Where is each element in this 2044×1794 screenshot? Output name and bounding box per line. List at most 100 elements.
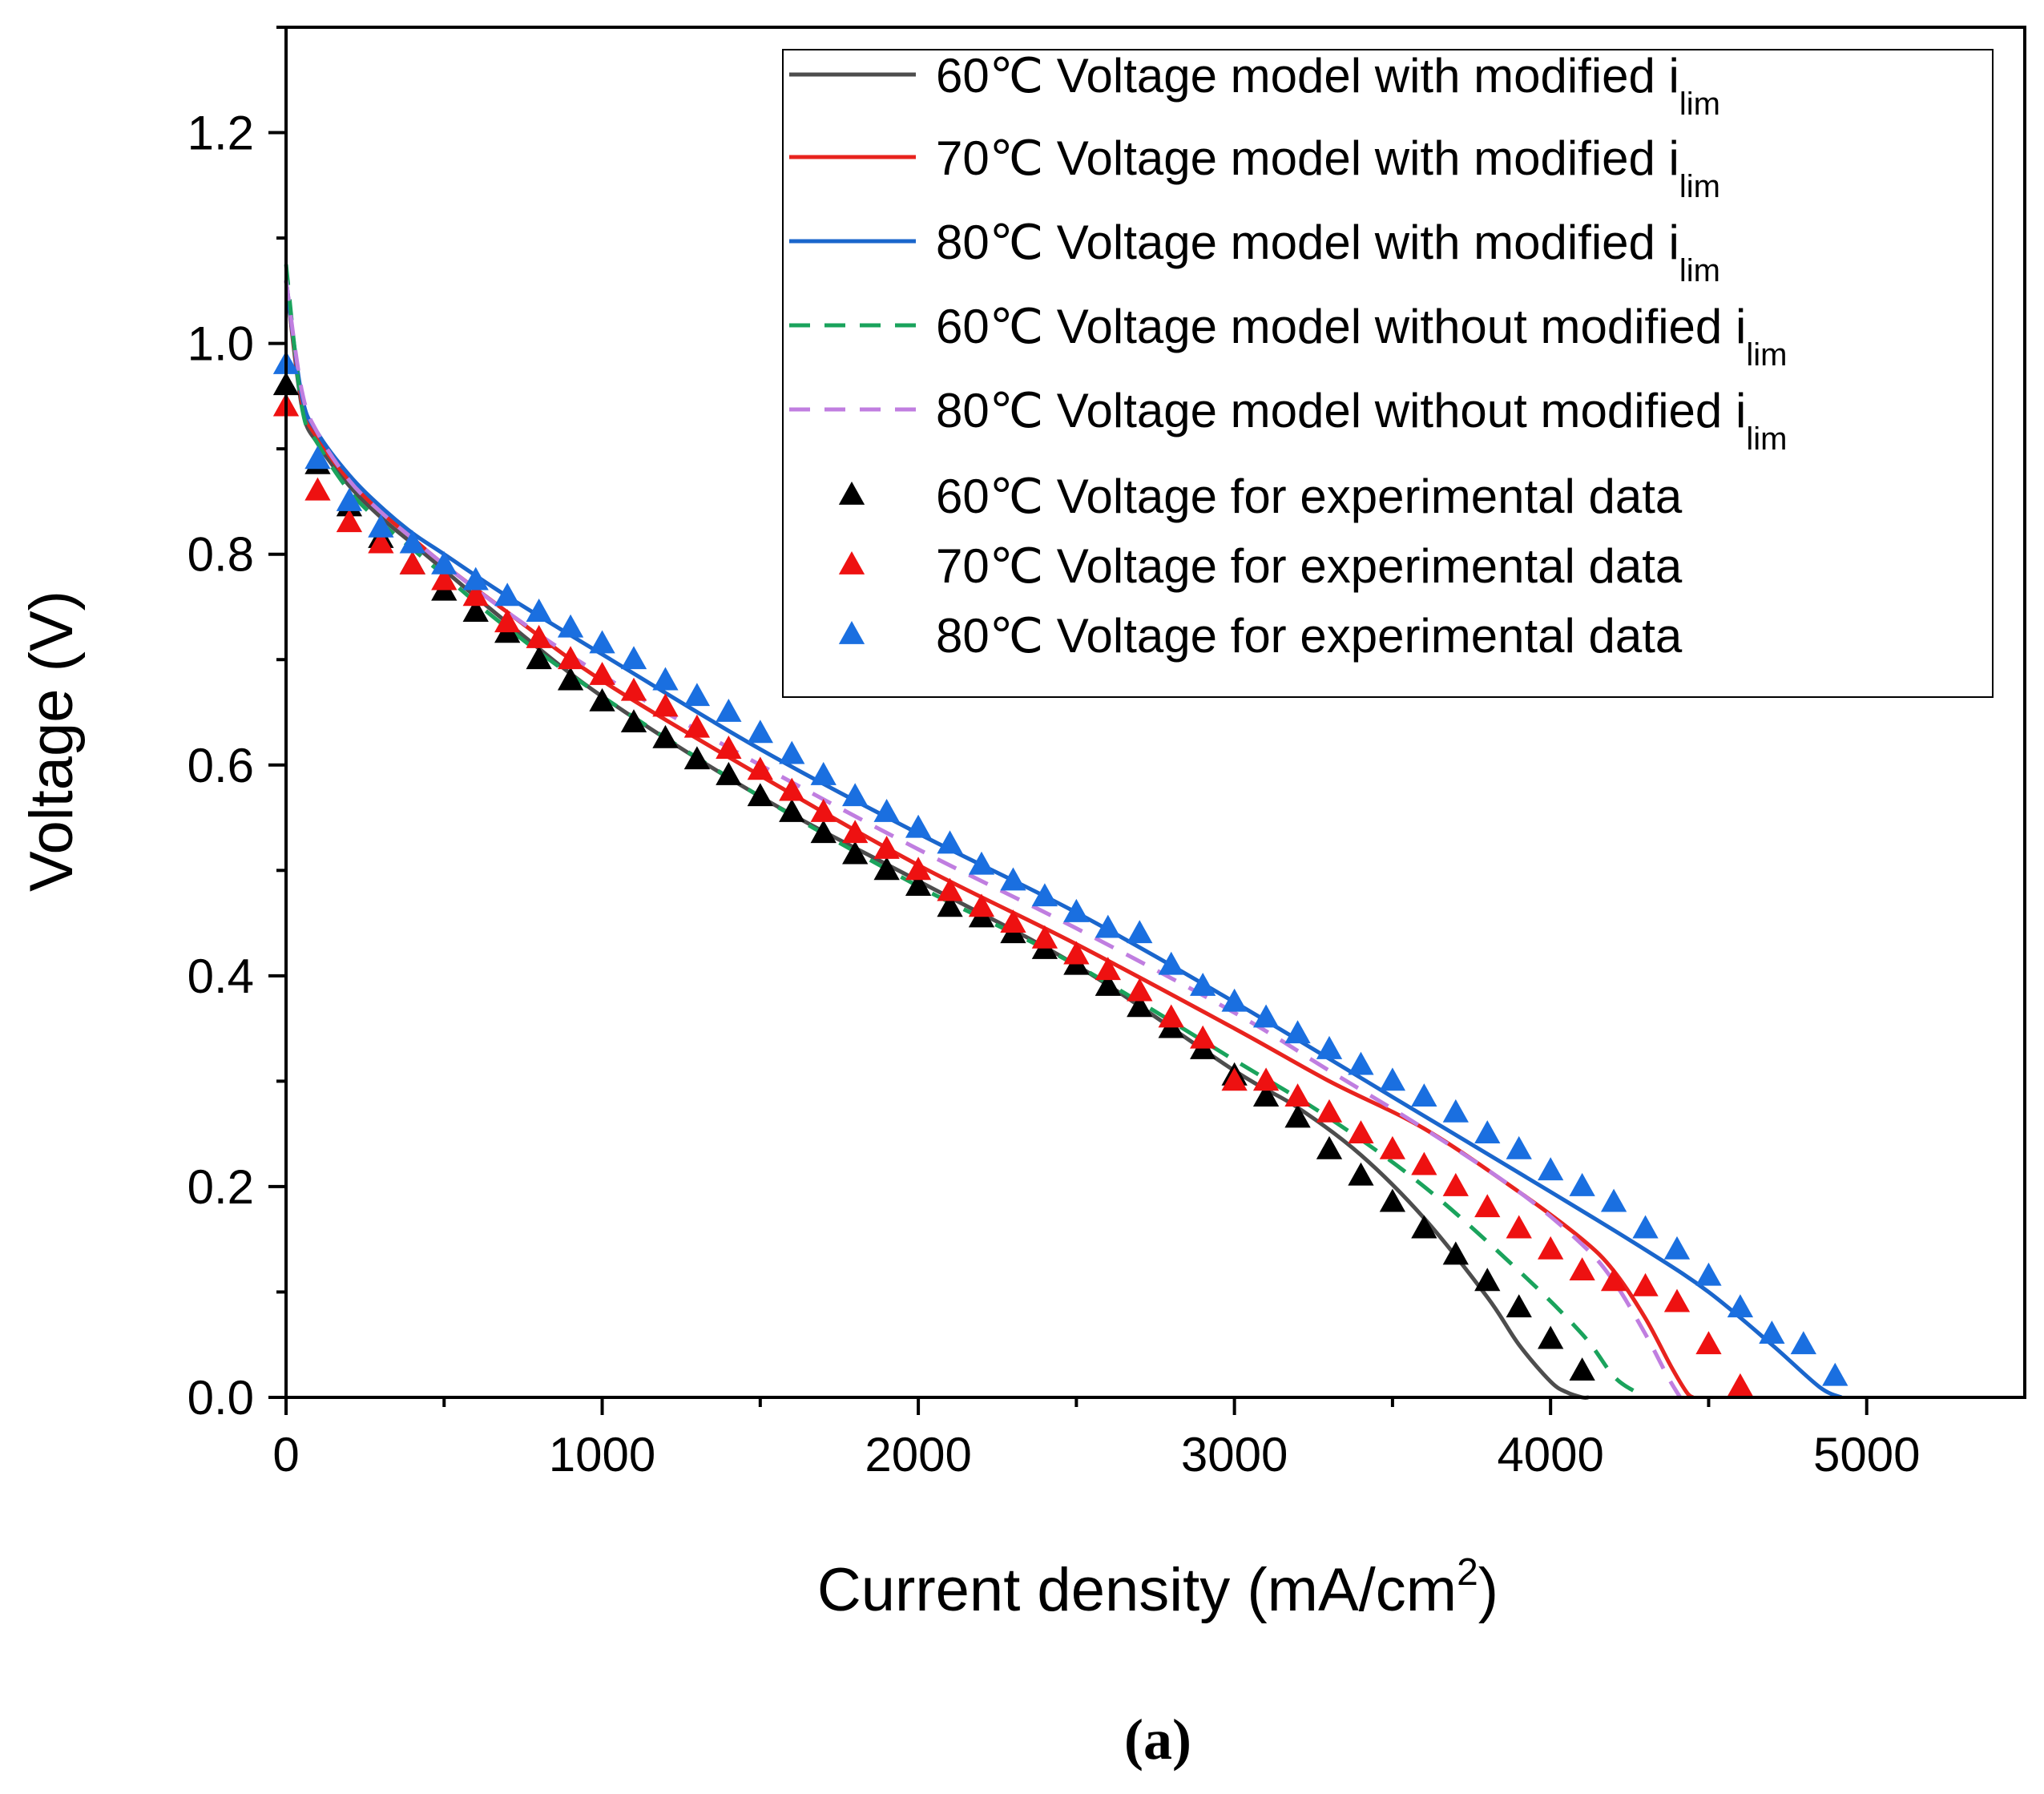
data-point-5 bbox=[1316, 1135, 1343, 1159]
legend-label-main: 60℃ Voltage model with modified i bbox=[936, 49, 1679, 103]
data-point-7 bbox=[1158, 951, 1184, 975]
data-point-7 bbox=[1600, 1188, 1627, 1212]
x-tick-label: 1000 bbox=[549, 1428, 655, 1482]
data-point-7 bbox=[589, 630, 615, 654]
legend-entry-2: 80℃ Voltage model with modified ilim bbox=[789, 216, 1720, 288]
legend-label-main: 80℃ Voltage model with modified i bbox=[936, 216, 1679, 269]
data-point-7 bbox=[494, 583, 521, 607]
x-tick-label: 2000 bbox=[865, 1428, 971, 1482]
legend-label: 60℃ Voltage for experimental data bbox=[936, 470, 1683, 523]
data-point-6 bbox=[1031, 925, 1058, 949]
data-point-7 bbox=[1127, 920, 1153, 944]
data-point-5 bbox=[1442, 1241, 1469, 1265]
data-point-6 bbox=[1095, 957, 1121, 981]
data-point-6 bbox=[905, 857, 932, 881]
data-point-7 bbox=[1252, 1004, 1280, 1028]
legend-label: 80℃ Voltage for experimental data bbox=[936, 609, 1683, 663]
y-axis-title: Voltage (V) bbox=[18, 591, 86, 892]
data-point-5 bbox=[1506, 1294, 1532, 1318]
data-point-6 bbox=[399, 550, 425, 574]
legend-entry-4: 80℃ Voltage model without modified ilim bbox=[789, 384, 1787, 457]
data-point-7 bbox=[1759, 1320, 1785, 1344]
y-tick-label: 1.0 bbox=[187, 317, 254, 371]
y-tick-label: 1.2 bbox=[187, 107, 254, 160]
data-point-6 bbox=[1727, 1373, 1754, 1397]
series-curves bbox=[284, 264, 1843, 1400]
data-point-7 bbox=[905, 814, 932, 838]
legend-label-main: 70℃ Voltage for experimental data bbox=[936, 539, 1683, 593]
data-point-6 bbox=[1474, 1194, 1501, 1218]
data-point-5 bbox=[1379, 1188, 1406, 1212]
data-point-7 bbox=[336, 487, 363, 511]
data-point-6 bbox=[1252, 1067, 1280, 1091]
data-point-7 bbox=[937, 830, 963, 854]
data-point-7 bbox=[1822, 1362, 1848, 1386]
data-point-5 bbox=[683, 746, 711, 770]
data-point-6 bbox=[873, 836, 900, 859]
data-point-5 bbox=[1538, 1325, 1564, 1349]
x-axis-title-tail: ) bbox=[1478, 1556, 1498, 1624]
data-point-7 bbox=[842, 783, 869, 807]
data-point-7 bbox=[526, 599, 552, 622]
y-tick-label: 0.4 bbox=[187, 949, 254, 1003]
data-point-6 bbox=[1411, 1151, 1437, 1175]
legend-label: 60℃ Voltage model without modified ilim bbox=[936, 300, 1787, 373]
data-point-6 bbox=[716, 736, 742, 759]
legend-label: 70℃ Voltage model with modified ilim bbox=[936, 131, 1720, 204]
legend-marker bbox=[838, 482, 865, 505]
data-point-7 bbox=[557, 614, 584, 638]
data-point-6 bbox=[1569, 1257, 1595, 1281]
data-point-7 bbox=[431, 550, 458, 574]
data-point-7 bbox=[779, 740, 805, 764]
data-point-5 bbox=[1095, 973, 1121, 996]
data-point-7 bbox=[1379, 1067, 1406, 1091]
data-point-5 bbox=[652, 724, 679, 748]
data-point-6 bbox=[1506, 1215, 1532, 1239]
data-point-6 bbox=[304, 477, 331, 501]
y-tick-label: 0.2 bbox=[187, 1160, 254, 1214]
legend-label-main: 80℃ Voltage model without modified i bbox=[936, 384, 1746, 437]
data-point-6 bbox=[779, 777, 805, 801]
figure-caption: (a) bbox=[1124, 1707, 1191, 1772]
legend-entry-7: 80℃ Voltage for experimental data bbox=[838, 609, 1683, 663]
y-tick-label: 0.8 bbox=[187, 528, 254, 582]
legend-label: 70℃ Voltage for experimental data bbox=[936, 539, 1683, 593]
data-point-5 bbox=[905, 873, 932, 896]
data-point-6 bbox=[1379, 1135, 1406, 1159]
data-point-6 bbox=[1695, 1331, 1722, 1355]
legend-label-main: 70℃ Voltage model with modified i bbox=[936, 131, 1679, 185]
x-tick-label: 5000 bbox=[1813, 1428, 1920, 1482]
data-point-5 bbox=[1252, 1083, 1280, 1107]
data-point-7 bbox=[1727, 1294, 1754, 1318]
data-point-6 bbox=[526, 624, 552, 648]
legend-label: 60℃ Voltage model with modified ilim bbox=[936, 49, 1720, 122]
data-point-6 bbox=[683, 714, 711, 738]
legend-entry-0: 60℃ Voltage model with modified ilim bbox=[789, 49, 1720, 122]
legend-label: 80℃ Voltage model with modified ilim bbox=[936, 216, 1720, 288]
data-point-6 bbox=[368, 530, 394, 554]
legend-entry-3: 60℃ Voltage model without modified ilim bbox=[789, 300, 1787, 373]
data-point-6 bbox=[1600, 1268, 1627, 1292]
x-tick-label: 4000 bbox=[1497, 1428, 1603, 1482]
legend-label: 80℃ Voltage model without modified ilim bbox=[936, 384, 1787, 457]
data-point-7 bbox=[1031, 883, 1058, 907]
legend-label-subscript: lim bbox=[1679, 169, 1720, 204]
data-point-7 bbox=[1695, 1262, 1722, 1286]
data-point-6 bbox=[557, 646, 584, 670]
data-point-7 bbox=[873, 798, 900, 822]
legend-marker bbox=[838, 551, 865, 574]
data-point-5 bbox=[810, 820, 837, 844]
data-point-7 bbox=[1663, 1236, 1691, 1260]
data-point-7 bbox=[968, 851, 995, 875]
data-point-6 bbox=[1190, 1025, 1216, 1049]
data-point-7 bbox=[1442, 1099, 1469, 1123]
legend-label-subscript: lim bbox=[1679, 253, 1720, 288]
x-axis-title-main: Current density (mA/cm bbox=[817, 1556, 1457, 1624]
legend-label-main: 60℃ Voltage model without modified i bbox=[936, 300, 1746, 353]
data-point-7 bbox=[399, 530, 425, 554]
data-point-7 bbox=[368, 514, 394, 538]
legend-label-subscript: lim bbox=[1679, 87, 1720, 122]
data-point-6 bbox=[1284, 1083, 1311, 1107]
data-point-6 bbox=[652, 693, 679, 717]
data-point-6 bbox=[431, 566, 458, 591]
